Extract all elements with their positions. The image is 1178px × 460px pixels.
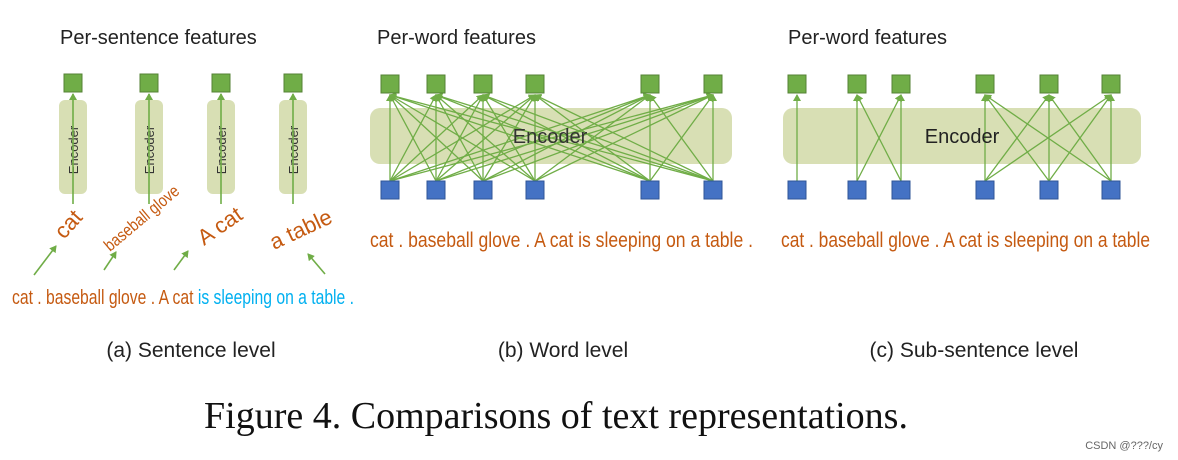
phrase-arrow — [33, 245, 57, 276]
panel-b-sentence: cat . baseball glove . A cat is sleeping… — [370, 229, 753, 252]
feature-square — [787, 74, 807, 94]
figure-caption: Figure 4. Comparisons of text representa… — [204, 395, 908, 437]
panel-b-caption: (b) Word level — [498, 339, 628, 362]
panel-c: Per-word features Encoder cat . baseball… — [781, 27, 1150, 362]
feature-square — [640, 74, 660, 94]
connection-arrow — [482, 93, 714, 182]
token-square — [640, 180, 660, 200]
feature-square — [891, 74, 911, 94]
connection-arrow — [984, 94, 1112, 182]
phrase-a-cat: A cat — [193, 202, 247, 251]
connection-arrow — [1048, 94, 1112, 182]
connection-arrow — [435, 93, 651, 182]
panel-a-encoders: Encoder Encoder Encoder Encoder — [59, 93, 307, 204]
connection-arrow — [389, 92, 714, 182]
feature-square — [847, 74, 867, 94]
feature-square — [1039, 74, 1059, 94]
panel-c-features — [787, 74, 1121, 94]
connection-arrow — [534, 94, 651, 182]
panel-c-caption: (c) Sub-sentence level — [870, 339, 1079, 362]
feature-square — [473, 74, 493, 94]
phrase-cat: cat — [49, 205, 87, 244]
token-square — [975, 180, 995, 200]
connection-arrow — [534, 94, 714, 182]
panel-a-header: Per-sentence features — [60, 27, 257, 49]
panel-a-features — [63, 73, 303, 93]
feature-square — [139, 73, 159, 93]
token-square — [891, 180, 911, 200]
connection-arrow — [389, 94, 437, 182]
panel-b-tokens — [380, 180, 723, 200]
feature-square — [1101, 74, 1121, 94]
panel-b-connections — [386, 92, 717, 182]
connection-arrow — [389, 94, 484, 182]
panel-c-header: Per-word features — [788, 27, 947, 49]
panel-a-sentence: cat . baseball glove . A cat is sleeping… — [12, 287, 354, 309]
panel-b-features — [380, 74, 723, 94]
feature-square — [211, 73, 231, 93]
panel-b-header: Per-word features — [377, 27, 536, 49]
connection-arrow — [856, 94, 902, 182]
token-square — [1039, 180, 1059, 200]
sentence-cyan-part: is sleeping on a table . — [198, 287, 354, 309]
panel-c-tokens — [787, 180, 1121, 200]
phrase-arrow — [173, 250, 189, 271]
feature-square — [63, 73, 83, 93]
connection-arrow — [435, 92, 714, 182]
connection-arrow — [389, 94, 536, 182]
connection-arrow — [435, 94, 536, 182]
connection-arrow — [482, 94, 536, 182]
token-square — [426, 180, 446, 200]
token-square — [525, 180, 545, 200]
panel-a: Per-sentence features Encoder Encoder En… — [12, 27, 354, 362]
watermark: CSDN @???/cy — [1085, 440, 1163, 452]
feature-square — [525, 74, 545, 94]
phrase-arrow — [307, 253, 326, 275]
connection-arrow — [482, 94, 651, 182]
token-square — [473, 180, 493, 200]
feature-square — [283, 73, 303, 93]
connection-arrow — [389, 93, 651, 182]
token-square — [380, 180, 400, 200]
panel-b: Per-word features Encoder cat . baseball… — [370, 27, 753, 362]
token-square — [847, 180, 867, 200]
feature-square — [975, 74, 995, 94]
panel-b-encoder-label: Encoder — [513, 126, 588, 148]
token-square — [1101, 180, 1121, 200]
phrase-a-table: a table — [266, 204, 336, 255]
connection-arrow — [984, 94, 1050, 182]
token-square — [703, 180, 723, 200]
panel-a-phrase-arrows — [33, 245, 326, 276]
sentence-orange-part: cat . baseball glove . A cat — [12, 287, 198, 309]
panel-c-encoder-label: Encoder — [925, 126, 1000, 148]
feature-square — [426, 74, 446, 94]
feature-square — [380, 74, 400, 94]
feature-square — [703, 74, 723, 94]
panel-c-connections — [793, 94, 1115, 182]
connection-arrow — [649, 94, 714, 182]
phrase-arrow — [103, 251, 117, 271]
panel-a-caption: (a) Sentence level — [106, 339, 275, 362]
token-square — [787, 180, 807, 200]
panel-c-sentence: cat . baseball glove . A cat is sleeping… — [781, 229, 1150, 252]
